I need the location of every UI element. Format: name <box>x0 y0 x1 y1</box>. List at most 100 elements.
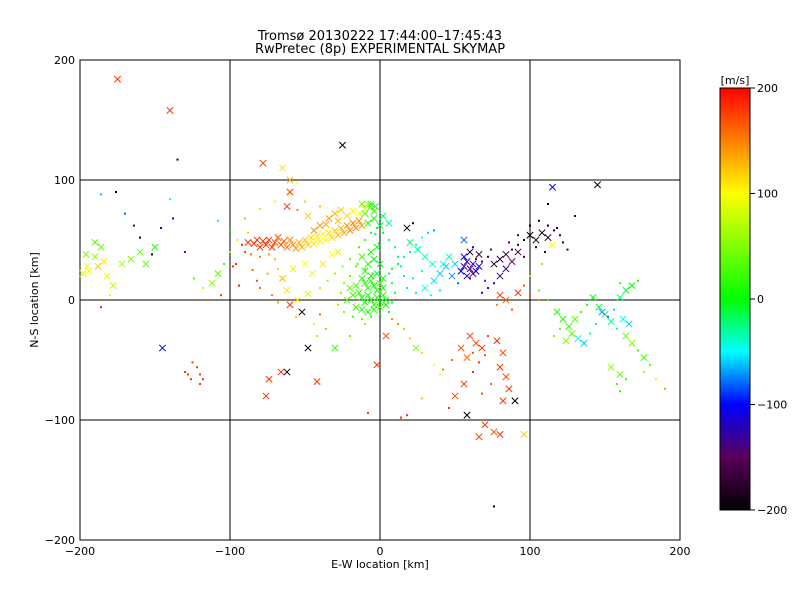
data-point-dot <box>349 275 351 277</box>
data-point-cross <box>298 243 306 251</box>
data-point-dot <box>238 284 240 287</box>
data-point-dot <box>319 313 321 316</box>
data-point-cross <box>616 294 624 302</box>
data-point-cross <box>382 301 390 309</box>
data-point-cross <box>310 240 318 248</box>
data-point-cross <box>460 380 468 388</box>
data-point-dot <box>139 236 141 239</box>
data-point-dot <box>403 275 405 277</box>
data-point-dot <box>619 282 621 285</box>
data-point-dot <box>394 246 396 249</box>
data-point-dot <box>457 282 459 285</box>
data-point-cross <box>421 284 429 292</box>
data-point-dot <box>220 294 222 297</box>
data-point-dot <box>229 229 231 232</box>
data-point-cross <box>265 236 273 244</box>
data-point-cross <box>370 207 378 215</box>
data-point-dot <box>517 234 519 237</box>
data-point-dot <box>517 243 519 246</box>
data-point-cross <box>286 188 294 196</box>
data-point-dot <box>421 236 423 239</box>
data-point-dot <box>619 390 621 393</box>
data-point-cross <box>373 294 381 302</box>
data-point-cross <box>262 392 270 400</box>
data-point-cross <box>421 253 429 261</box>
data-point-dot <box>481 291 483 294</box>
data-point-dot <box>448 407 450 409</box>
data-point-dot <box>475 258 477 261</box>
data-point-cross <box>274 234 282 242</box>
data-point-dot <box>421 270 423 273</box>
data-point-cross <box>310 226 318 234</box>
data-point-cross <box>463 258 471 266</box>
data-point-dot <box>430 294 432 297</box>
data-point-cross <box>358 222 366 230</box>
data-point-dot <box>637 349 639 352</box>
data-point-dot <box>319 205 321 208</box>
data-point-dot <box>295 315 297 318</box>
data-point-cross <box>79 270 87 278</box>
data-point-cross <box>136 248 144 256</box>
data-point-cross <box>355 217 363 225</box>
data-point-cross <box>502 373 510 381</box>
data-point-dot <box>304 200 306 203</box>
data-point-dot <box>296 181 299 184</box>
data-point-cross <box>370 306 378 314</box>
data-point-cross <box>82 250 90 258</box>
y-axis-title: N-S location [km] <box>28 252 41 348</box>
data-point-dot <box>472 351 474 354</box>
data-point-dot <box>490 248 492 251</box>
data-point-cross <box>451 260 459 268</box>
y-tick-label: 0 <box>68 294 75 307</box>
data-point-cross <box>463 411 471 419</box>
data-point-cross <box>364 291 372 299</box>
data-point-dot <box>391 301 393 304</box>
data-point-dot <box>229 251 231 253</box>
data-point-dot <box>400 416 402 419</box>
data-point-cross <box>628 339 636 347</box>
data-point-cross <box>478 344 486 352</box>
colorbar-label: [m/s] <box>721 74 750 87</box>
data-point-dot <box>202 378 204 381</box>
data-point-dot <box>364 239 366 241</box>
data-point-dot <box>403 327 405 330</box>
data-point-cross <box>571 315 579 323</box>
data-point-cross <box>83 262 92 270</box>
data-point-cross <box>379 274 387 282</box>
data-point-cross <box>364 308 372 316</box>
data-point-dot <box>340 291 342 294</box>
data-point-cross <box>628 282 636 290</box>
data-point-dot <box>151 253 153 256</box>
data-point-dot <box>415 243 417 246</box>
data-point-cross <box>325 229 333 237</box>
data-point-dot <box>334 272 336 275</box>
data-point-dot <box>566 248 569 251</box>
data-point-cross <box>277 368 285 376</box>
data-point-cross <box>593 181 602 189</box>
data-point-dot <box>439 373 441 376</box>
data-point-dot <box>190 378 192 381</box>
data-point-cross <box>349 291 357 299</box>
data-point-dot <box>469 277 471 280</box>
data-point-dot <box>655 378 657 381</box>
data-point-cross <box>373 361 381 369</box>
data-point-cross <box>502 265 510 273</box>
data-point-dot <box>523 239 525 241</box>
data-point-dot <box>100 306 102 309</box>
data-point-dot <box>547 299 549 301</box>
data-point-dot <box>493 282 495 285</box>
data-point-cross <box>271 238 279 246</box>
data-point-cross <box>370 214 378 222</box>
data-point-cross <box>622 286 630 294</box>
data-point-dot <box>511 248 513 251</box>
data-point-cross <box>376 279 384 287</box>
data-point-dot <box>115 191 117 193</box>
data-point-cross <box>286 236 294 244</box>
data-point-cross <box>364 260 372 268</box>
data-point-cross <box>460 253 468 261</box>
data-point-cross <box>562 337 570 345</box>
data-point-dot <box>559 327 561 330</box>
data-point-cross <box>436 270 444 278</box>
data-point-cross <box>301 236 309 244</box>
